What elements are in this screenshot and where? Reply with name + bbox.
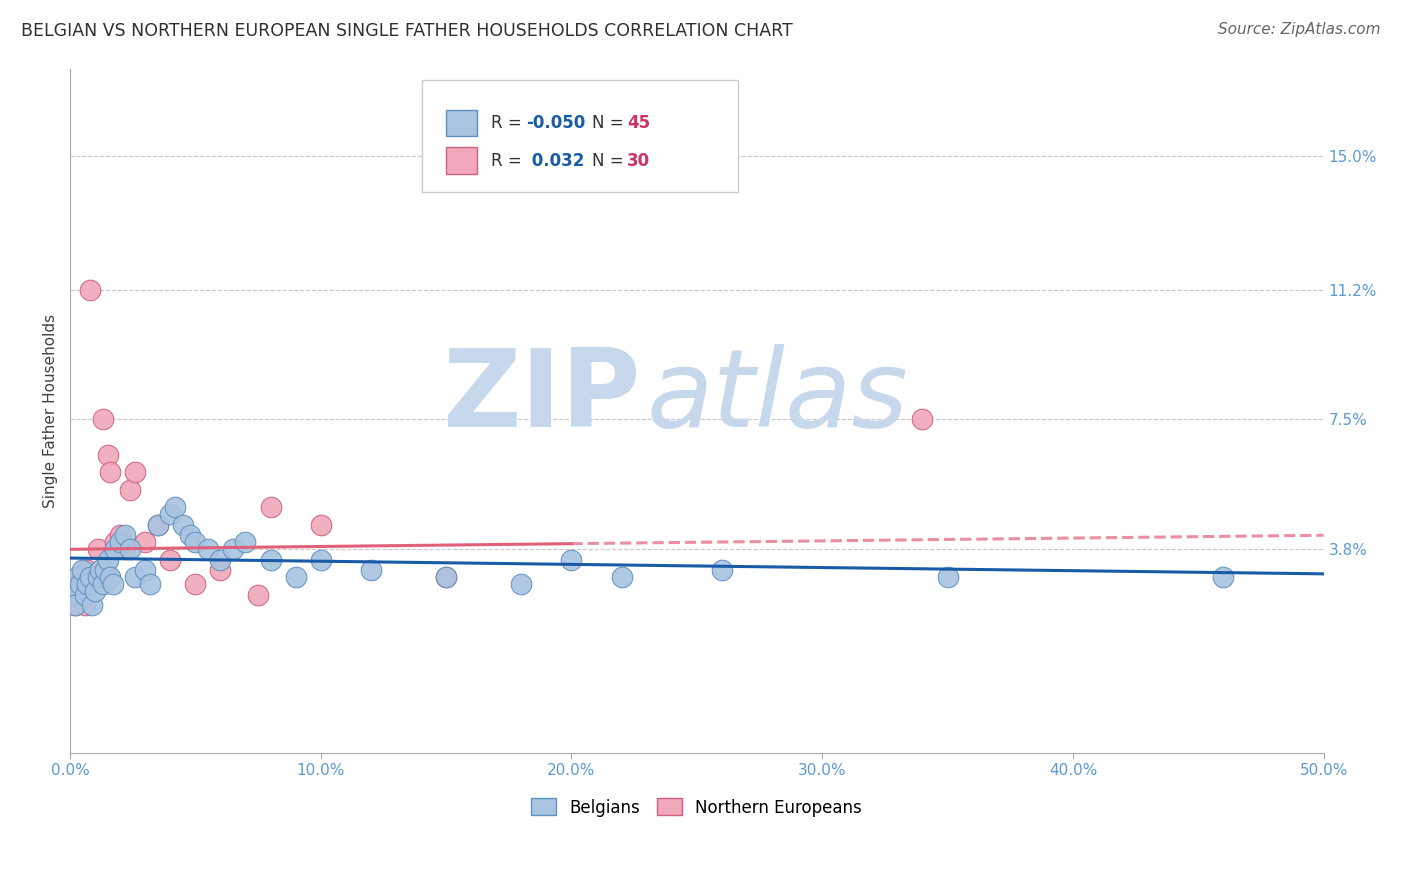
Point <box>89 563 111 577</box>
Text: -0.050: -0.050 <box>526 114 585 132</box>
Point <box>222 542 245 557</box>
Point <box>246 588 269 602</box>
Point <box>179 528 201 542</box>
Point <box>86 542 108 557</box>
Point <box>98 570 121 584</box>
Point <box>66 577 89 591</box>
Point <box>235 535 257 549</box>
Text: R =: R = <box>491 152 527 169</box>
Point <box>73 588 96 602</box>
Point <box>104 542 127 557</box>
Point <box>82 577 104 591</box>
Point <box>101 577 124 591</box>
Text: atlas: atlas <box>647 344 908 450</box>
Text: ZIP: ZIP <box>441 344 640 450</box>
Text: BELGIAN VS NORTHERN EUROPEAN SINGLE FATHER HOUSEHOLDS CORRELATION CHART: BELGIAN VS NORTHERN EUROPEAN SINGLE FATH… <box>21 22 793 40</box>
Point <box>79 570 101 584</box>
Text: R =: R = <box>491 114 527 132</box>
Point <box>911 412 934 426</box>
Point <box>197 542 219 557</box>
Text: N =: N = <box>592 152 628 169</box>
Point <box>62 588 84 602</box>
Text: 30: 30 <box>627 152 650 169</box>
Point <box>120 542 142 557</box>
Point <box>124 570 146 584</box>
Point <box>76 563 98 577</box>
Point <box>72 570 94 584</box>
Point <box>560 553 582 567</box>
Point <box>610 570 633 584</box>
Point <box>184 577 207 591</box>
Point <box>79 283 101 297</box>
Point <box>82 599 104 613</box>
Point <box>710 563 733 577</box>
Point <box>134 563 156 577</box>
Text: 0.032: 0.032 <box>526 152 585 169</box>
Point <box>120 483 142 497</box>
Point <box>108 535 131 549</box>
Point <box>209 553 232 567</box>
Point <box>360 563 382 577</box>
Point <box>139 577 162 591</box>
Point <box>63 599 86 613</box>
Point <box>91 577 114 591</box>
Point <box>172 517 194 532</box>
Y-axis label: Single Father Households: Single Father Households <box>44 314 58 508</box>
Point <box>96 448 118 462</box>
Point <box>259 500 281 515</box>
Point <box>146 517 169 532</box>
Point <box>86 570 108 584</box>
Point <box>510 577 533 591</box>
Point <box>84 584 107 599</box>
Point <box>159 507 181 521</box>
Point <box>159 553 181 567</box>
Legend: Belgians, Northern Europeans: Belgians, Northern Europeans <box>524 792 869 823</box>
Point <box>309 553 332 567</box>
Point <box>73 599 96 613</box>
Point <box>209 563 232 577</box>
Point <box>94 563 117 577</box>
Point <box>114 542 136 557</box>
Point <box>114 528 136 542</box>
Point <box>69 588 91 602</box>
Point <box>66 570 89 584</box>
Text: 45: 45 <box>627 114 650 132</box>
Point <box>89 563 111 577</box>
Point <box>146 517 169 532</box>
Point <box>91 412 114 426</box>
Point <box>124 465 146 479</box>
Point <box>104 535 127 549</box>
Point <box>134 535 156 549</box>
Point <box>63 599 86 613</box>
Point <box>309 517 332 532</box>
Point <box>1212 570 1234 584</box>
Point <box>434 570 457 584</box>
Point <box>69 577 91 591</box>
Point <box>434 570 457 584</box>
Point <box>72 563 94 577</box>
Point <box>184 535 207 549</box>
Point <box>108 528 131 542</box>
Point <box>259 553 281 567</box>
Point <box>76 577 98 591</box>
Point <box>62 588 84 602</box>
Point <box>96 553 118 567</box>
Point <box>84 570 107 584</box>
Point <box>98 465 121 479</box>
Text: N =: N = <box>592 114 628 132</box>
Point <box>936 570 959 584</box>
Point <box>165 500 187 515</box>
Point <box>284 570 307 584</box>
Text: Source: ZipAtlas.com: Source: ZipAtlas.com <box>1218 22 1381 37</box>
